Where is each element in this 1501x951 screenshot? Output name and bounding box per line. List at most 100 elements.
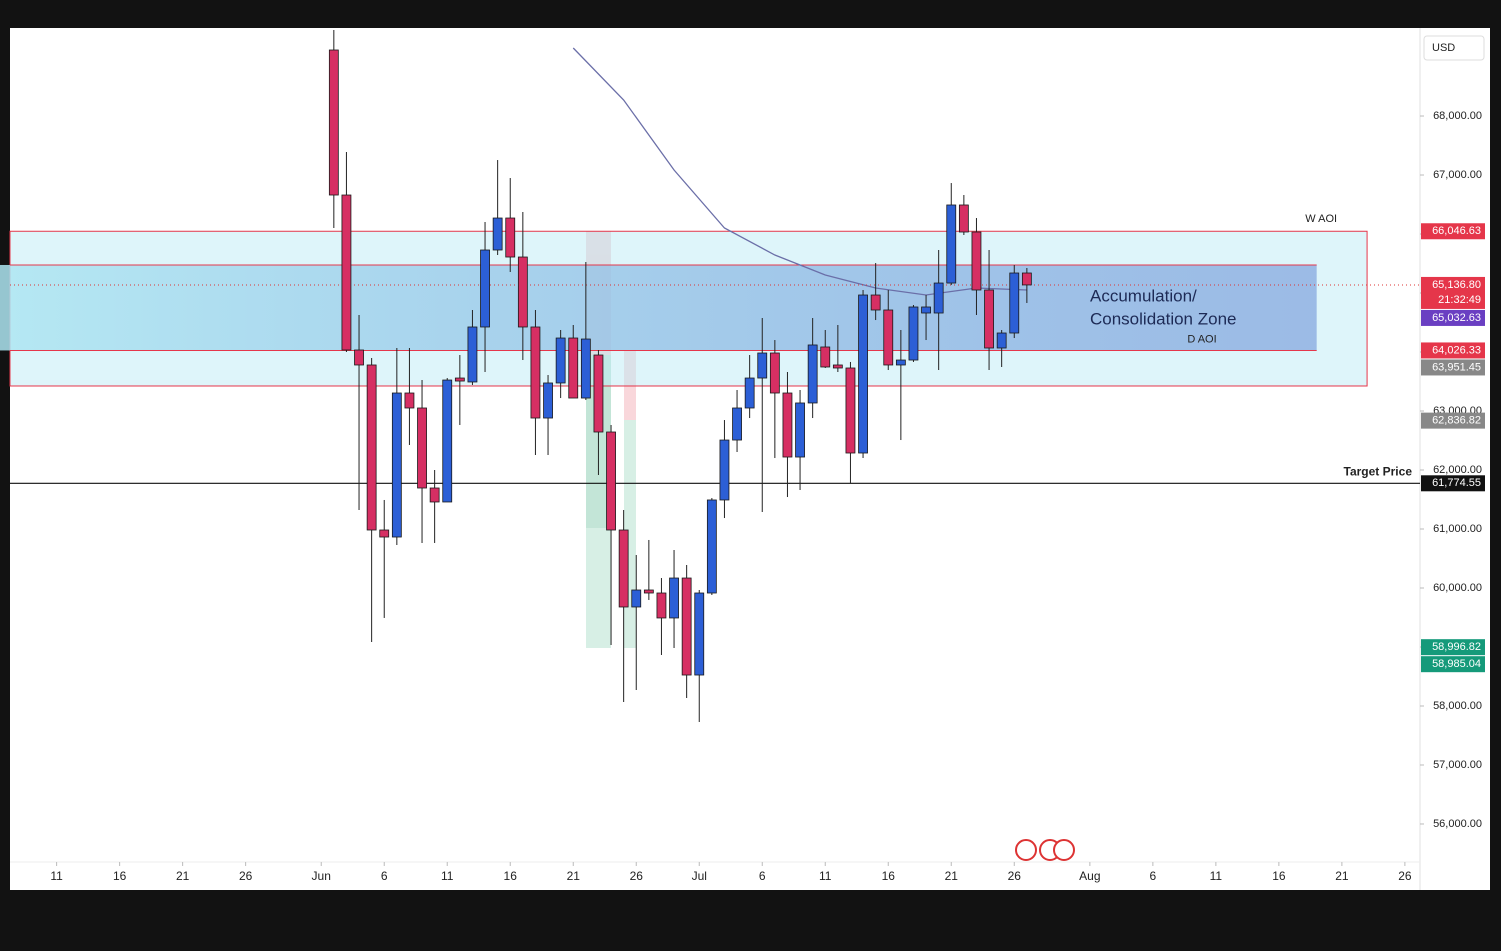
price-badge xyxy=(1421,412,1485,429)
price-badge-label: 62,836.82 xyxy=(1432,415,1481,427)
candle-body xyxy=(606,431,616,531)
candle-body xyxy=(958,204,969,233)
x-tick-label: 21 xyxy=(1335,869,1349,883)
price-badge xyxy=(1421,223,1485,240)
x-tick-label: 16 xyxy=(113,869,127,883)
candle-body xyxy=(883,309,894,366)
candle-body xyxy=(379,529,390,538)
y-tick-label: 58,000.00 xyxy=(1433,700,1482,712)
candle-body xyxy=(467,326,478,383)
candle-body xyxy=(391,392,402,538)
x-tick-label: 26 xyxy=(1398,869,1412,883)
currency: USD xyxy=(1432,42,1455,54)
candle-body xyxy=(631,589,642,608)
x-tick-label: 11 xyxy=(50,869,63,883)
candle-body xyxy=(908,306,919,361)
candle-body xyxy=(820,346,831,368)
moving-average xyxy=(572,47,1027,296)
candle-body xyxy=(933,282,944,314)
zone-annotation: Accumulation/ xyxy=(1090,286,1197,305)
price-badge-label: 66,046.63 xyxy=(1432,225,1481,237)
candle-body xyxy=(832,364,843,369)
plot-background xyxy=(10,28,1490,890)
candle-body xyxy=(417,407,427,489)
candle-body xyxy=(1009,272,1020,334)
candle-body xyxy=(442,379,453,503)
candle-body xyxy=(669,577,679,619)
x-tick-label: 26 xyxy=(239,869,253,883)
candle-body xyxy=(895,359,906,366)
x-tick-label: 21 xyxy=(567,869,581,883)
candle-body xyxy=(593,354,604,433)
candle-body xyxy=(580,338,591,399)
candle-body xyxy=(870,294,881,311)
candle-body xyxy=(719,439,730,501)
candle-body xyxy=(354,349,364,366)
target-label: Target Price xyxy=(1344,464,1413,478)
event-icons xyxy=(1015,839,1075,861)
countdown: 21:32:49 xyxy=(1438,294,1481,306)
candle-body xyxy=(757,352,768,379)
x-tick-label: 16 xyxy=(882,869,896,883)
x-tick-label: Aug xyxy=(1079,869,1100,883)
candle-body xyxy=(807,344,818,404)
candle-body xyxy=(505,217,516,258)
x-tick-label: 11 xyxy=(441,869,454,883)
candle-body xyxy=(921,306,931,314)
price-badge-label: 64,026.33 xyxy=(1432,344,1481,356)
candle-body xyxy=(643,589,654,594)
y-tick-label: 57,000.00 xyxy=(1433,759,1482,771)
x-tick-label: 6 xyxy=(1150,869,1157,883)
x-tick-label: 16 xyxy=(1272,869,1286,883)
candle-body xyxy=(996,332,1007,349)
candle-body xyxy=(618,529,629,608)
y-tick-label: 60,000.00 xyxy=(1433,582,1482,594)
candle-body xyxy=(366,364,377,531)
price-badge-label: 58,996.82 xyxy=(1432,641,1481,653)
price-badge xyxy=(1421,342,1485,359)
candle-body xyxy=(480,249,490,328)
candle-body xyxy=(984,289,994,349)
candle-body xyxy=(568,337,579,399)
price-badge-label: 61,774.55 xyxy=(1432,477,1481,489)
candle-body xyxy=(845,367,856,454)
x-tick-label: 6 xyxy=(381,869,388,883)
price-badge xyxy=(1421,475,1485,492)
x-tick-label: 11 xyxy=(819,869,832,883)
y-tick-label: 61,000.00 xyxy=(1433,523,1482,535)
candle-body xyxy=(782,392,793,458)
zone-label: W AOI xyxy=(1305,213,1337,225)
candle-body xyxy=(492,217,503,251)
x-tick-label: 26 xyxy=(630,869,644,883)
zone xyxy=(0,264,1317,351)
x-tick-label: Jul xyxy=(692,869,707,883)
price-badge xyxy=(1421,276,1485,309)
candle-body xyxy=(681,577,692,676)
candle-body xyxy=(706,499,717,594)
candle-body xyxy=(530,326,541,419)
x-tick-label: 21 xyxy=(176,869,190,883)
candle-body xyxy=(858,294,868,454)
candle-body xyxy=(971,231,982,291)
candle-body xyxy=(543,382,553,419)
x-tick-label: 6 xyxy=(759,869,766,883)
candle-body xyxy=(404,392,415,409)
zone-annotation: Consolidation Zone xyxy=(1090,309,1236,328)
candle-body xyxy=(694,592,705,676)
candle-body xyxy=(656,592,667,619)
price-badge-label: 65,032.63 xyxy=(1432,312,1481,324)
candle-body xyxy=(769,352,780,394)
candle-body xyxy=(429,487,440,503)
candle-body xyxy=(517,256,528,328)
y-tick-label: 68,000.00 xyxy=(1433,110,1482,122)
price-badge-label: 58,985.04 xyxy=(1432,658,1481,670)
candle-body xyxy=(1021,272,1032,286)
x-tick-label: 16 xyxy=(504,869,518,883)
candle-body xyxy=(795,402,805,458)
y-tick-label: 56,000.00 xyxy=(1433,818,1482,830)
price-badge-label: 63,951.45 xyxy=(1432,361,1481,373)
x-tick-label: 11 xyxy=(1210,869,1223,883)
candle-body xyxy=(454,377,465,382)
currency-box[interactable] xyxy=(1423,35,1485,61)
